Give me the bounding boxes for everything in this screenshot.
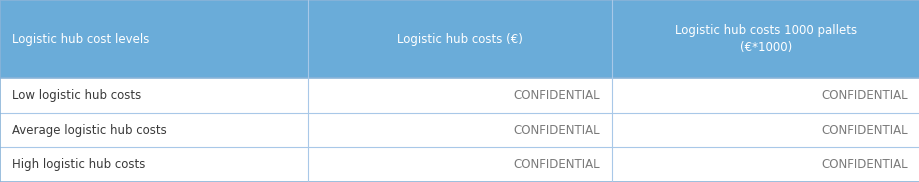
Bar <box>308 78 611 113</box>
Text: CONFIDENTIAL: CONFIDENTIAL <box>513 89 599 102</box>
Text: Logistic hub costs 1000 pallets
(€*1000): Logistic hub costs 1000 pallets (€*1000) <box>675 24 856 54</box>
Bar <box>0 78 308 113</box>
Text: Logistic hub costs (€): Logistic hub costs (€) <box>397 33 522 46</box>
Text: High logistic hub costs: High logistic hub costs <box>12 158 145 171</box>
Bar <box>308 147 611 182</box>
Bar <box>611 147 919 182</box>
Bar <box>611 113 919 147</box>
Text: CONFIDENTIAL: CONFIDENTIAL <box>821 124 907 137</box>
Text: CONFIDENTIAL: CONFIDENTIAL <box>513 158 599 171</box>
Bar <box>611 0 919 78</box>
Text: Logistic hub cost levels: Logistic hub cost levels <box>12 33 149 46</box>
Bar <box>611 78 919 113</box>
Bar <box>0 0 308 78</box>
Text: Low logistic hub costs: Low logistic hub costs <box>12 89 141 102</box>
Text: CONFIDENTIAL: CONFIDENTIAL <box>821 89 907 102</box>
Bar <box>308 113 611 147</box>
Bar <box>308 0 611 78</box>
Bar <box>0 147 308 182</box>
Text: Average logistic hub costs: Average logistic hub costs <box>12 124 166 137</box>
Bar <box>0 113 308 147</box>
Text: CONFIDENTIAL: CONFIDENTIAL <box>821 158 907 171</box>
Text: CONFIDENTIAL: CONFIDENTIAL <box>513 124 599 137</box>
